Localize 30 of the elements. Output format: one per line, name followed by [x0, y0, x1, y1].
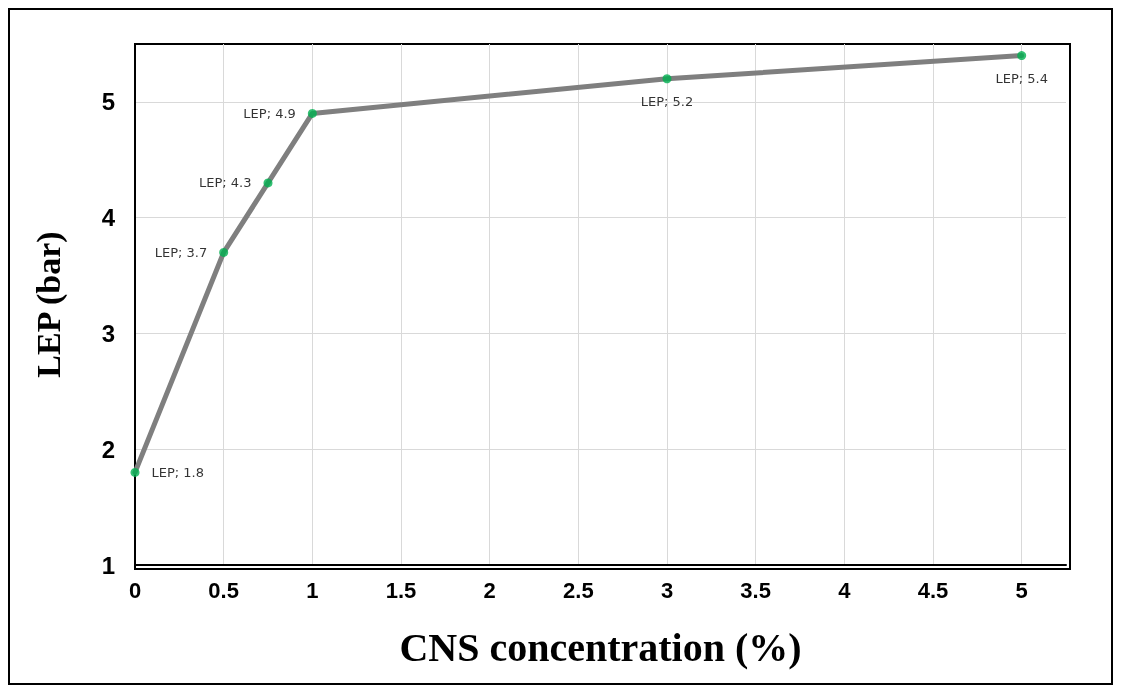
x-tick-label: 4.5	[917, 577, 949, 603]
y-tick-label: 2	[101, 435, 115, 463]
data-label: LEP; 4.3	[199, 175, 252, 191]
x-tick-label: 3	[660, 577, 674, 603]
y-tick-label: 5	[101, 88, 115, 116]
x-tick-label: 1	[306, 577, 319, 603]
x-axis-title: CNS concentration (%)	[399, 624, 802, 670]
data-label: LEP; 4.9	[243, 105, 296, 121]
y-tick-label: 1	[101, 551, 115, 579]
y-tick-label: 3	[101, 319, 115, 347]
y-axis-title: LEP (bar)	[29, 231, 68, 378]
x-tick-label: 0	[128, 577, 142, 603]
point	[1017, 51, 1027, 61]
point	[307, 108, 317, 118]
y-tick-label: 4	[101, 204, 116, 232]
x-tick-label: 1.5	[385, 577, 417, 603]
point	[219, 247, 229, 257]
x-tick-label: 4	[838, 577, 852, 603]
point	[130, 467, 140, 477]
x-tick-label: 3.5	[740, 577, 771, 603]
x-tick-label: 0.5	[208, 577, 239, 603]
x-tick-label: 2.5	[563, 577, 594, 603]
data-label: LEP; 5.2	[640, 94, 694, 110]
x-tick-label: 2	[483, 577, 496, 603]
data-label: LEP; 5.4	[995, 71, 1048, 87]
data-label: LEP; 1.8	[151, 464, 204, 480]
data-label: LEP; 3.7	[154, 244, 208, 260]
point	[263, 178, 273, 188]
point	[662, 74, 672, 84]
x-tick-label: 5	[1015, 577, 1028, 603]
